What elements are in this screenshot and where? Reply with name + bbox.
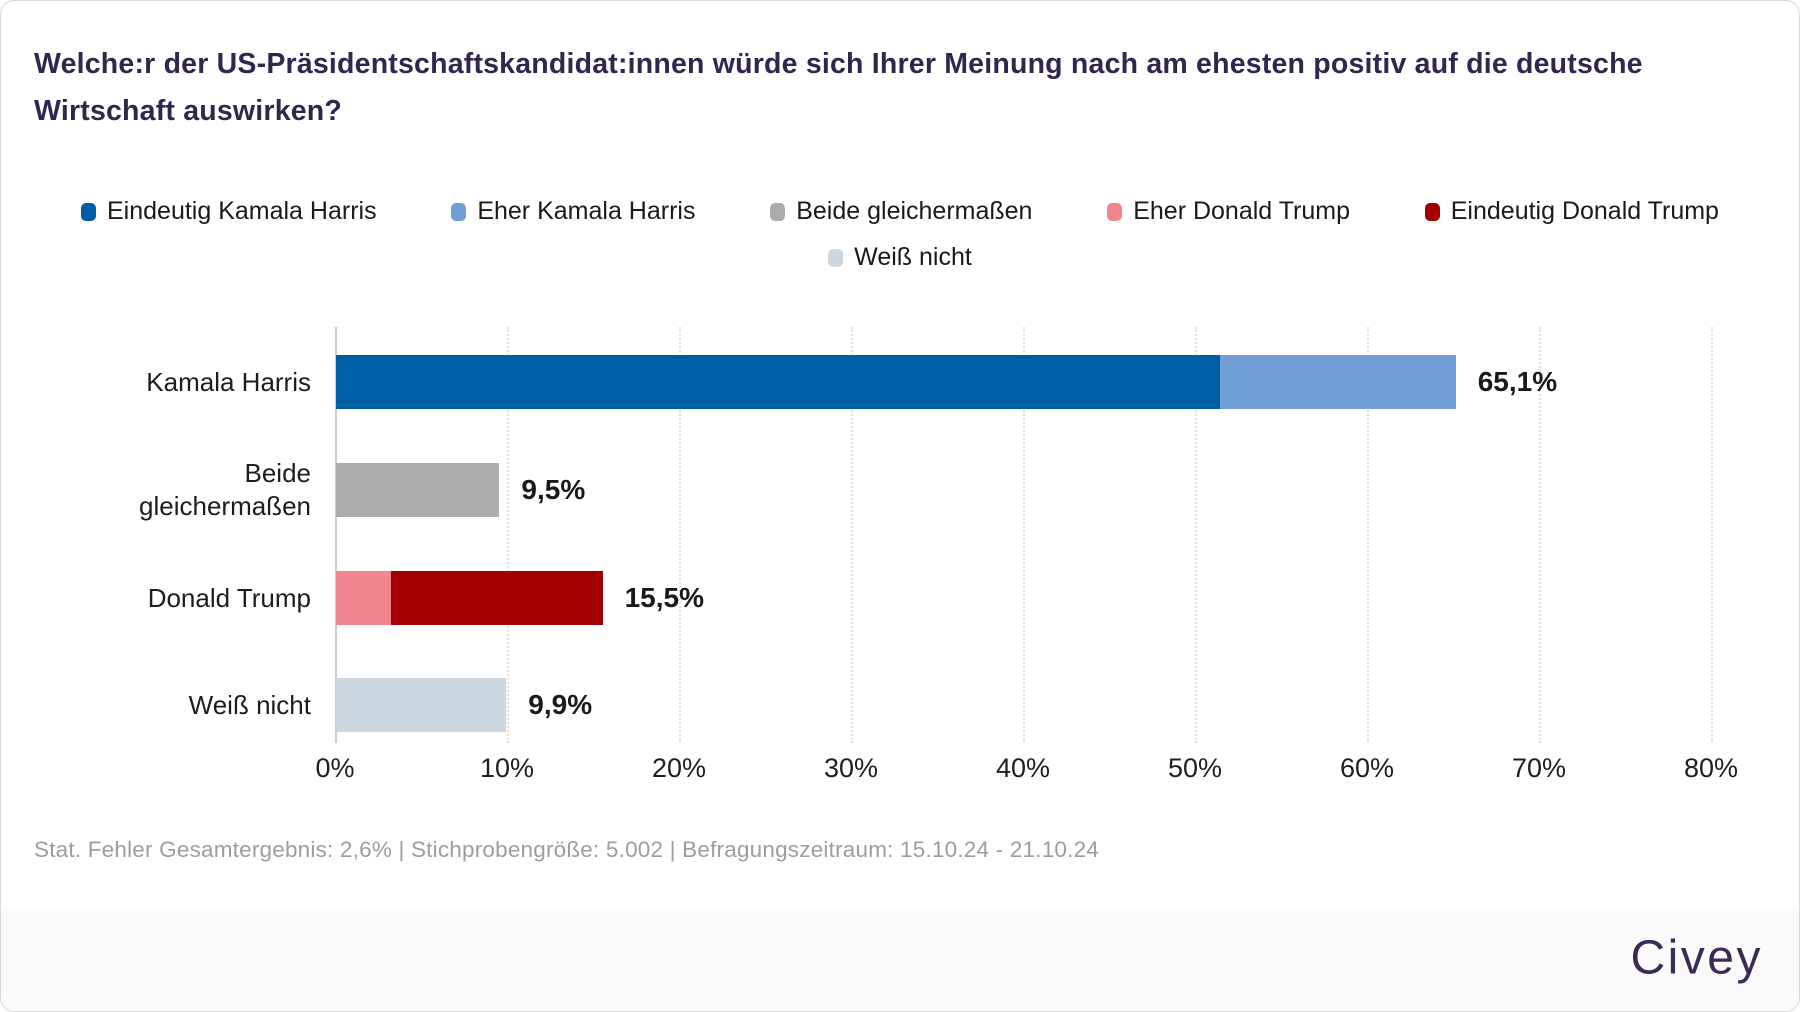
bar-beide-gleicherma-en (336, 463, 500, 517)
legend-label: Eher Kamala Harris (477, 197, 696, 225)
axis-zero-line (335, 327, 337, 743)
category-label-line: Weiß nicht (188, 689, 311, 720)
category-label: Donald Trump (21, 582, 311, 615)
legend-label: Eindeutig Kamala Harris (107, 197, 377, 225)
bar-segment (336, 678, 507, 732)
bar-donald-trump (336, 571, 603, 625)
axis-tick-label: 40% (995, 753, 1051, 783)
legend-item: Weiß nicht (828, 243, 972, 272)
axis-tick-label: 30% (823, 753, 879, 783)
bar-segment (336, 355, 1221, 409)
bar-kamala-harris (336, 355, 1456, 409)
legend-item: Eher Donald Trump (1107, 197, 1350, 226)
legend-item: Eher Kamala Harris (451, 197, 695, 226)
gridline (679, 327, 681, 743)
methodology-note: Stat. Fehler Gesamtergebnis: 2,6% | Stic… (34, 837, 1099, 862)
category-label-line: Kamala Harris (146, 366, 311, 397)
value-label: 65,1% (1477, 366, 1558, 397)
legend-label: Eindeutig Donald Trump (1450, 197, 1719, 225)
legend-item: Eindeutig Donald Trump (1424, 197, 1719, 226)
gridline (851, 327, 853, 743)
axis-tick-label: 50% (1167, 753, 1223, 783)
gridline (1023, 327, 1025, 743)
gridline (1367, 327, 1369, 743)
bar-segment (336, 571, 392, 625)
axis-tick-label: 80% (1683, 753, 1739, 783)
legend-swatch-icon (81, 202, 96, 221)
bar-segment (391, 571, 603, 625)
axis-tick-label: 10% (479, 753, 535, 783)
bar-wei-nicht (336, 678, 507, 732)
legend-swatch-icon (1107, 202, 1123, 221)
footer-band: Civey (1, 909, 1799, 1011)
category-label: Weiß nicht (21, 689, 311, 722)
legend-swatch-icon (770, 202, 786, 221)
legend-swatch-icon (1424, 202, 1440, 221)
category-label-line: gleichermaßen (139, 491, 311, 521)
value-label: 9,9% (528, 689, 593, 720)
axis-tick-label: 70% (1511, 753, 1567, 783)
legend-swatch-icon (451, 202, 467, 221)
axis-tick-label: 60% (1339, 753, 1395, 783)
category-label-line: Donald Trump (147, 582, 311, 613)
question-title: Welche:r der US-Präsidentschaftskandidat… (34, 48, 1643, 127)
plot-area: 65,1% 9,5% 15,5% 9,9% (335, 327, 1751, 743)
gridline (1195, 327, 1197, 743)
category-label: Kamala Harris (21, 366, 311, 399)
legend-row-1: Eindeutig Kamala Harris Eher Kamala Harri… (81, 197, 1719, 226)
category-label: Beide gleichermaßen (21, 457, 311, 523)
legend-swatch-icon (828, 248, 844, 267)
axis-tick-label: 20% (651, 753, 707, 783)
axis-tick-label: 0% (315, 753, 355, 783)
legend-label: Weiß nicht (854, 243, 972, 271)
gridline (507, 327, 509, 743)
gridline (1711, 327, 1713, 743)
legend-label: Eher Donald Trump (1133, 197, 1350, 225)
x-axis: 0% 10% 20% 30% 40% 50% 60% 70% 80% (315, 753, 1751, 793)
legend-item: Beide gleichermaßen (770, 197, 1032, 226)
legend-row-2: Weiß nicht (1, 243, 1799, 272)
civey-logo: Civey (1630, 931, 1763, 985)
bar-segment (336, 463, 500, 517)
legend-label: Beide gleichermaßen (796, 197, 1033, 225)
value-label: 9,5% (521, 474, 586, 505)
value-label: 15,5% (624, 582, 704, 613)
legend-item: Eindeutig Kamala Harris (81, 197, 377, 226)
category-label-line: Beide (244, 458, 312, 488)
bar-segment (1220, 355, 1456, 409)
gridline (1539, 327, 1541, 743)
